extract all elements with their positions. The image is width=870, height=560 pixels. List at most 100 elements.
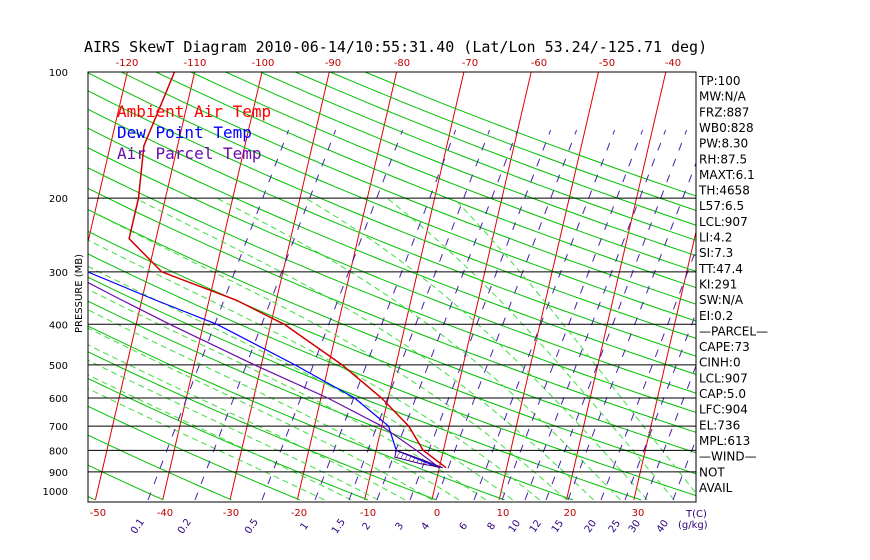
mixing-ratio-tick-label: 15 [550,518,566,535]
mixing-ratio-tick-label: 1.5 [330,517,348,536]
moist-adiabat-line [88,344,406,501]
temperature-top-tick-label: -70 [462,58,478,69]
mixing-ratio-line [524,129,667,501]
moist-adiabat-line [134,197,594,501]
temperature-top-tick-label: -80 [394,58,410,69]
mixing-ratio-line [376,129,519,501]
pressure-tick-label: 100 [49,68,68,79]
stability-index: SI:7.3 [699,246,733,260]
mixing-ratio-tick-label: 1 [299,521,312,533]
temperature-tick-label: -10 [360,508,376,519]
dry-adiabat-line [88,167,696,414]
isotherm-line [566,72,667,501]
dry-adiabat-line [88,108,696,357]
stability-index: TH:4658 [698,184,750,198]
dry-adiabat-line [88,300,573,501]
dry-adiabat-line [120,72,696,305]
dry-adiabat-line [88,276,642,501]
dry-adiabat-line [88,253,696,497]
pressure-tick-label: 300 [49,268,68,279]
moist-adiabat-line [88,265,514,501]
moist-adiabat-line [88,239,540,501]
mixing-ratio-tick-label: 2 [361,521,374,533]
mixing-ratio-tick-label: 25 [607,518,623,535]
mixing-ratio-tick-label: 4 [420,521,433,533]
moist-adiabat-line [386,197,675,501]
isotherm-line [88,72,128,244]
profile-dew-point-temp [88,271,440,469]
pressure-tick-label: 500 [49,361,68,372]
dry-adiabat-line [0,72,27,500]
temperature-top-tick-label: -40 [665,58,681,69]
mixing-ratio-line [473,129,616,501]
mixing-ratio-line [567,161,696,501]
mixing-ratio-tick-label: 12 [528,518,544,535]
parcel-value: MPL:613 [699,434,750,448]
dry-adiabat-line [225,72,696,257]
pressure-tick-label: 800 [49,446,68,457]
moist-adiabat-line [88,327,433,501]
parcel-value: EL:736 [699,418,740,432]
temperature-top-tick-label: -50 [599,58,615,69]
profile-ambient-air-temp [128,72,447,469]
mixing-ratio-line [435,129,578,501]
moist-adiabat-line [216,197,621,501]
temperature-top-tick-label: -90 [325,58,341,69]
temperature-tick-label: -40 [157,508,173,519]
temperature-tick-label: 20 [564,508,577,519]
dry-adiabat-line [88,72,696,322]
temperature-top-tick-label: -110 [184,58,207,69]
mixing-ratio-tick-label: 0.1 [129,517,147,536]
parcel-value: LFC:904 [699,403,748,417]
parcel-value: CINH:0 [699,356,741,370]
moist-adiabat-line [305,197,648,501]
isotherm-line [162,72,263,501]
dry-adiabat-line [155,72,696,289]
dry-adiabat-line [88,351,437,501]
legend-entry: Ambient Air Temp [117,102,271,121]
dry-adiabat-line [88,230,696,475]
parcel-value: CAP:5.0 [699,387,746,401]
dry-adiabat-line [364,72,696,197]
temperature-top-tick-label: -60 [531,58,547,69]
dry-adiabat-line [88,434,232,501]
temperature-tick-label: -50 [90,508,106,519]
profile-air-parcel-temp [88,281,440,469]
wind-header: —WIND— [699,450,757,464]
cape-area [394,449,443,469]
stability-index: TP:100 [698,74,741,88]
mixing-ratio-tick-label: 40 [655,518,671,535]
isobar-lines [88,197,696,473]
mixing-ratio-line [501,129,644,501]
stability-index: KI:291 [699,277,737,291]
stability-index: TT:47.4 [698,262,743,276]
temperature-tick-label: 10 [497,508,510,519]
isotherm-line [768,72,867,500]
dry-adiabat-line [88,208,696,454]
legend-entry: Dew Point Temp [117,123,252,142]
isotherm-line [431,72,532,501]
dry-adiabat-line [88,147,696,394]
moist-adiabat-line [88,387,325,501]
pressure-tick-label: 400 [49,320,68,331]
temperature-top-tick-label: -120 [116,58,139,69]
mixing-ratio-tick-label: 10 [507,518,523,535]
stability-index: EI:0.2 [699,309,733,323]
mixing-ratio-unit-label: (g/kg) [678,520,708,531]
chart-title: AIRS SkewT Diagram 2010-06-14/10:55:31.4… [84,38,707,56]
pressure-tick-label: 200 [49,194,68,205]
chart-legend: Ambient Air Temp Dew Point Temp Air Parcel… [117,102,271,163]
stability-index: RH:87.5 [699,152,747,166]
dry-adiabat-line [88,464,164,501]
parcel-header: —PARCEL— [699,324,768,338]
mixing-ratio-tick-label: 30 [627,518,643,535]
background-lines [0,72,870,501]
temperature-axis-top: -120 -110 -100 -90 -80 -70 -60 -50 -40 [116,58,682,69]
mixing-ratio-line [348,129,491,501]
wind-value: AVAIL [699,481,733,495]
temperature-tick-label: 0 [434,508,440,519]
isotherm-line [836,72,870,500]
dry-adiabat-line [88,405,300,501]
moist-adiabat-line [453,197,696,495]
